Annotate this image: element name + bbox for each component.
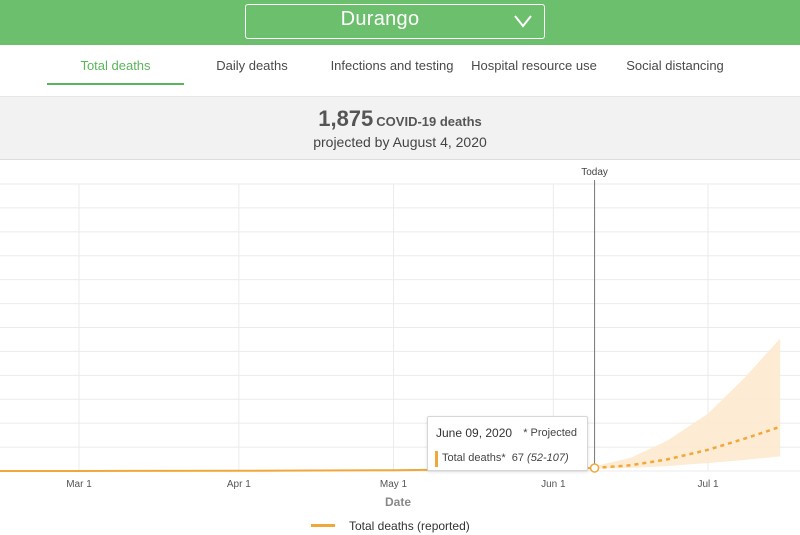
tooltip-value: 67 (511, 452, 524, 464)
summary-panel: 1,875 COVID-19 deaths projected by August… (0, 97, 800, 160)
today-label: Today (581, 167, 608, 178)
tooltip-row: Total deaths* 67 (52-107) (442, 452, 569, 464)
active-tab-indicator (47, 83, 184, 85)
death-count: 1,875 (318, 106, 374, 131)
tooltip-range: (52-107) (527, 452, 569, 464)
tooltip-metric-label: Total deaths* (442, 452, 506, 464)
chart-tooltip: June 09, 2020 * Projected Total deaths* … (427, 416, 588, 471)
x-tick-label: May 1 (380, 479, 408, 490)
x-tick-label: Jul 1 (697, 479, 719, 490)
tab-total-deaths[interactable]: Total deaths (80, 58, 151, 73)
chevron-down-icon (514, 15, 532, 28)
x-tick-label: Mar 1 (66, 479, 92, 490)
chart-canvas: Mar 1 Apr 1 May 1 Jun 1 Jul 1 Date Today (0, 167, 800, 509)
projection-date: projected by August 4, 2020 (313, 134, 487, 150)
legend-swatch (311, 524, 335, 528)
tab-infections-testing[interactable]: Infections and testing (330, 58, 454, 73)
tab-hospital-resource-use[interactable]: Hospital resource use (471, 58, 597, 73)
legend-label: Total deaths (reported) (349, 518, 470, 533)
projection-uncertainty-band (594, 338, 781, 469)
chart-legend[interactable]: Total deaths (reported) (311, 517, 470, 533)
location-name: Durango (340, 8, 420, 30)
tooltip-series-swatch (435, 451, 438, 467)
x-tick-label: Apr 1 (227, 479, 251, 490)
location-dropdown[interactable]: Durango (245, 4, 545, 39)
tooltip-date: June 09, 2020 (436, 426, 513, 440)
top-bar: Durango (0, 0, 800, 45)
today-data-point (589, 463, 600, 473)
tab-bar: Total deaths Daily deaths Infections and… (0, 45, 800, 97)
tab-social-distancing[interactable]: Social distancing (626, 58, 724, 73)
tab-daily-deaths[interactable]: Daily deaths (216, 58, 288, 73)
summary-headline: 1,875 COVID-19 deaths (0, 106, 800, 132)
x-tick-label: Jun 1 (541, 479, 566, 490)
death-count-label: COVID-19 deaths (376, 114, 482, 129)
x-axis-title: Date (385, 495, 411, 509)
tooltip-projected-note: * Projected (523, 427, 577, 439)
deaths-chart: Mar 1 Apr 1 May 1 Jun 1 Jul 1 Date Today June … (0, 160, 800, 533)
